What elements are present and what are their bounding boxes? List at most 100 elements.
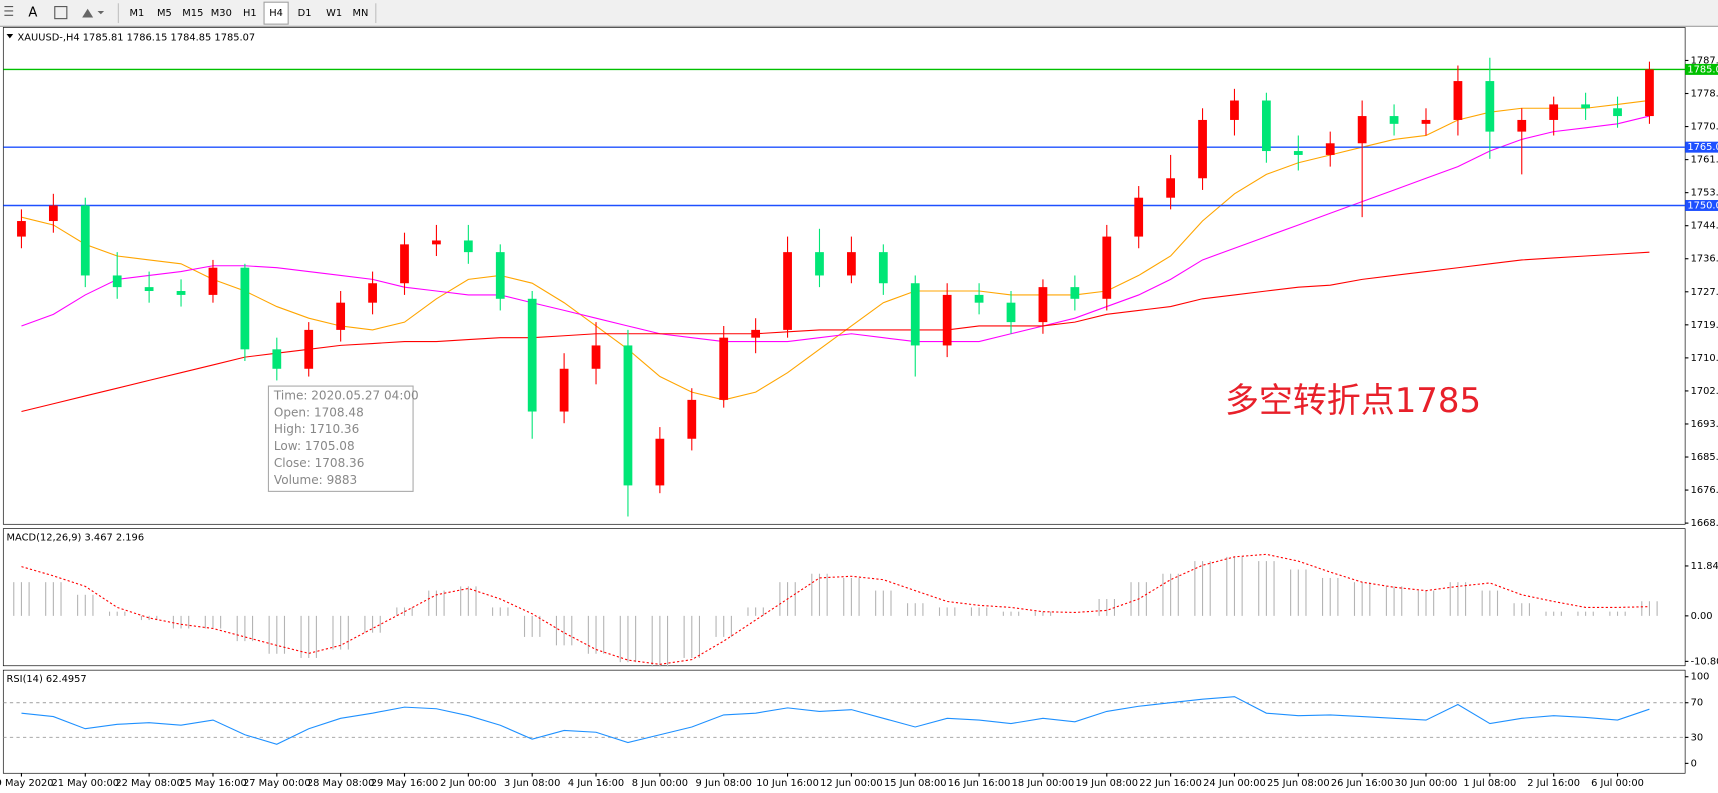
y-tick-label: 1744.8 xyxy=(1691,221,1718,232)
candle-body xyxy=(1006,302,1016,323)
timeframe-button[interactable]: M5 xyxy=(157,8,172,19)
moving-average xyxy=(21,251,1650,413)
moving-average xyxy=(21,115,1650,343)
candle-body xyxy=(1517,119,1527,132)
y-tick-label: 1761.8 xyxy=(1691,155,1718,166)
collapse-arrow[interactable] xyxy=(6,34,14,39)
tooltip: Time: 2020.05.27 04:00 Open: 1708.48 High:… xyxy=(267,385,419,492)
candle-body xyxy=(1325,143,1335,155)
price-label: 1785.0 xyxy=(1687,64,1718,75)
timeframe-button[interactable]: D1 xyxy=(298,8,312,19)
candle-body xyxy=(1613,108,1622,117)
candle-body xyxy=(48,205,58,222)
candle-body xyxy=(1581,104,1590,109)
x-tick-label: 22 May 08:00 xyxy=(115,778,183,789)
y-tick-label: 1693.8 xyxy=(1691,419,1718,430)
price-label-box xyxy=(1685,141,1718,153)
candle-body xyxy=(1549,104,1559,120)
candle-body xyxy=(783,252,792,330)
icon-shapes[interactable] xyxy=(82,8,105,18)
candle-body xyxy=(432,240,441,245)
y-tick-label: 1778.8 xyxy=(1691,89,1718,100)
candle-body xyxy=(1166,178,1176,198)
y-tick-label: 1668.3 xyxy=(1691,518,1718,529)
price-label-box xyxy=(1685,63,1718,75)
candle-body xyxy=(559,368,569,412)
timeframe-button[interactable]: H4 xyxy=(269,8,283,19)
price-label: 1765.0 xyxy=(1687,142,1718,153)
candle-body xyxy=(1262,100,1271,152)
candle-body xyxy=(495,252,505,299)
candle-body xyxy=(1102,236,1112,299)
x-tick-label: 26 Jun 16:00 xyxy=(1331,778,1394,789)
y-tick-label: 11.848 xyxy=(1691,561,1718,572)
x-tick-label: 22 Jun 16:00 xyxy=(1139,778,1202,789)
signal-line xyxy=(21,553,1650,665)
y-tick-label: 1685.3 xyxy=(1691,452,1718,463)
y-tick-label: 100 xyxy=(1691,672,1710,683)
candle-body xyxy=(144,287,154,292)
candle-body xyxy=(878,252,888,284)
tooltip-line: Time: 2020.05.27 04:00 xyxy=(273,388,419,402)
pane-frame xyxy=(2,528,1686,667)
timeframe-button[interactable]: H1 xyxy=(243,8,257,19)
annotation: 多空转折点1785 xyxy=(1225,381,1481,421)
y-tick-label: -10.808 xyxy=(1691,656,1718,667)
x-tick-label: 2 Jun 00:00 xyxy=(440,778,496,789)
x-tick-label: 25 Jun 08:00 xyxy=(1267,778,1330,789)
candle-body xyxy=(1645,69,1654,117)
pane-frame xyxy=(2,27,1686,525)
tooltip-line: Open: 1708.48 xyxy=(274,405,364,419)
candle-body xyxy=(623,345,633,486)
x-tick-label: 18 Jun 00:00 xyxy=(1012,778,1075,789)
candle-body xyxy=(1453,81,1463,120)
candle-body xyxy=(400,244,409,284)
timeframe-button[interactable]: MN xyxy=(353,8,369,19)
candle-body xyxy=(1485,81,1495,132)
y-tick-label: 1770.3 xyxy=(1691,122,1718,133)
candle-body xyxy=(527,298,537,412)
timeframe-button[interactable]: M30 xyxy=(211,8,232,19)
candle-body xyxy=(942,294,952,346)
candle-body xyxy=(910,283,920,346)
x-tick-label: 25 May 16:00 xyxy=(179,778,247,789)
candle-body xyxy=(1038,287,1048,323)
tooltip-line: High: 1710.36 xyxy=(274,422,359,436)
x-tick-label: 9 Jun 08:00 xyxy=(696,778,752,789)
candle-body xyxy=(463,240,473,253)
x-tick-label: 6 Jul 00:00 xyxy=(1591,778,1644,789)
x-tick-label: 30 Jun 00:00 xyxy=(1395,778,1458,789)
candle-body xyxy=(655,438,665,486)
timeframe-button[interactable]: M1 xyxy=(130,8,145,19)
candle-body xyxy=(240,267,250,350)
x-tick-label: 28 May 08:00 xyxy=(307,778,375,789)
candle-body xyxy=(336,302,346,330)
x-tick-label: 27 May 00:00 xyxy=(243,778,311,789)
candle-body xyxy=(1389,116,1399,124)
pane-frame xyxy=(2,669,1686,774)
candle-body xyxy=(368,283,377,303)
candle-body xyxy=(176,291,186,295)
moving-average xyxy=(21,99,1650,401)
rsi-title: RSI(14) 62.4957 xyxy=(7,674,87,685)
candle-body xyxy=(1421,119,1431,124)
icon-label[interactable] xyxy=(54,6,68,20)
rsi-line xyxy=(21,696,1650,745)
timeframe-button[interactable]: M15 xyxy=(182,8,203,19)
chart-title: XAUUSD-,H4 1785.81 1786.15 1784.85 1785.… xyxy=(18,32,256,43)
y-tick-label: 1787.3 xyxy=(1691,55,1718,66)
y-tick-label: 1753.3 xyxy=(1691,188,1718,199)
tooltip-line: Volume: 9883 xyxy=(274,473,357,487)
macd-title: MACD(12,26,9) 3.467 2.196 xyxy=(7,532,145,543)
candle-body xyxy=(17,221,26,237)
x-tick-label: 29 May 16:00 xyxy=(371,778,439,789)
icon-lines[interactable] xyxy=(4,6,14,16)
timeframe-button[interactable]: W1 xyxy=(326,8,342,19)
candle-body xyxy=(1293,151,1303,155)
y-tick-label: 1702.3 xyxy=(1691,386,1718,397)
text-tool[interactable]: A xyxy=(28,6,37,21)
y-tick-label: 0 xyxy=(1691,758,1697,769)
tooltip-line: Close: 1708.36 xyxy=(274,456,364,470)
active-button xyxy=(263,1,289,25)
y-tick-label: 0.00 xyxy=(1691,611,1713,622)
